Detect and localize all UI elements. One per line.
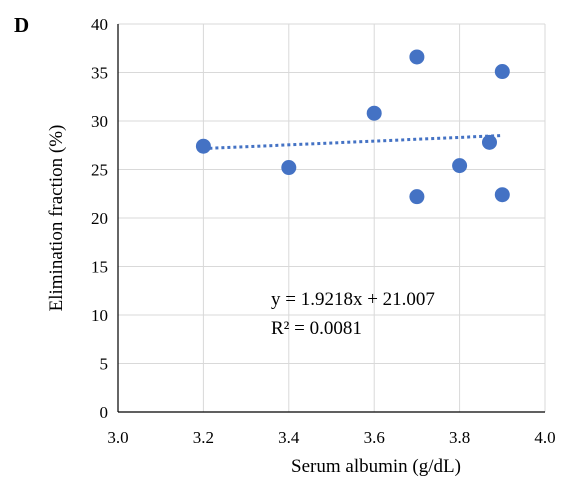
data-point xyxy=(494,64,510,80)
trendline-line xyxy=(203,134,503,151)
x-axis-title: Serum albumin (g/dL) xyxy=(291,456,461,477)
y-tick-label: 10 xyxy=(91,306,108,325)
data-point xyxy=(195,138,211,154)
data-point xyxy=(366,105,382,121)
x-tick-label: 3.2 xyxy=(193,428,214,447)
y-tick-label: 40 xyxy=(91,15,108,34)
y-tick-label: 15 xyxy=(91,258,108,277)
y-tick-label: 5 xyxy=(100,355,109,374)
panel-label: D xyxy=(14,13,29,37)
trendline-equation: y = 1.9218x + 21.007 xyxy=(271,289,435,310)
data-point xyxy=(281,160,297,176)
x-tick-label: 3.8 xyxy=(449,428,470,447)
trendline xyxy=(203,134,503,151)
r-squared-label: R² = 0.0081 xyxy=(271,318,362,339)
data-point xyxy=(494,187,510,203)
axes xyxy=(117,24,545,413)
x-tick-label: 3.4 xyxy=(278,428,300,447)
data-point xyxy=(409,189,425,205)
y-axis-title: Elimination fraction (%) xyxy=(46,125,67,312)
y-tick-label: 35 xyxy=(91,64,108,83)
tick-labels: 0 5 10 15 20 25 30 35 40 3.0 3.2 3.4 3.6 3.8 4.0 xyxy=(91,15,556,447)
x-tick-label: 4.0 xyxy=(534,428,555,447)
data-points xyxy=(195,49,510,205)
y-tick-label: 25 xyxy=(91,161,108,180)
data-point xyxy=(409,49,425,65)
y-tick-label: 20 xyxy=(91,209,108,228)
data-point xyxy=(481,134,497,150)
grid-lines xyxy=(118,23,546,412)
y-tick-label: 0 xyxy=(100,403,109,422)
data-point xyxy=(452,158,468,174)
x-tick-label: 3.6 xyxy=(364,428,385,447)
x-tick-label: 3.0 xyxy=(107,428,128,447)
y-tick-label: 30 xyxy=(91,112,108,131)
